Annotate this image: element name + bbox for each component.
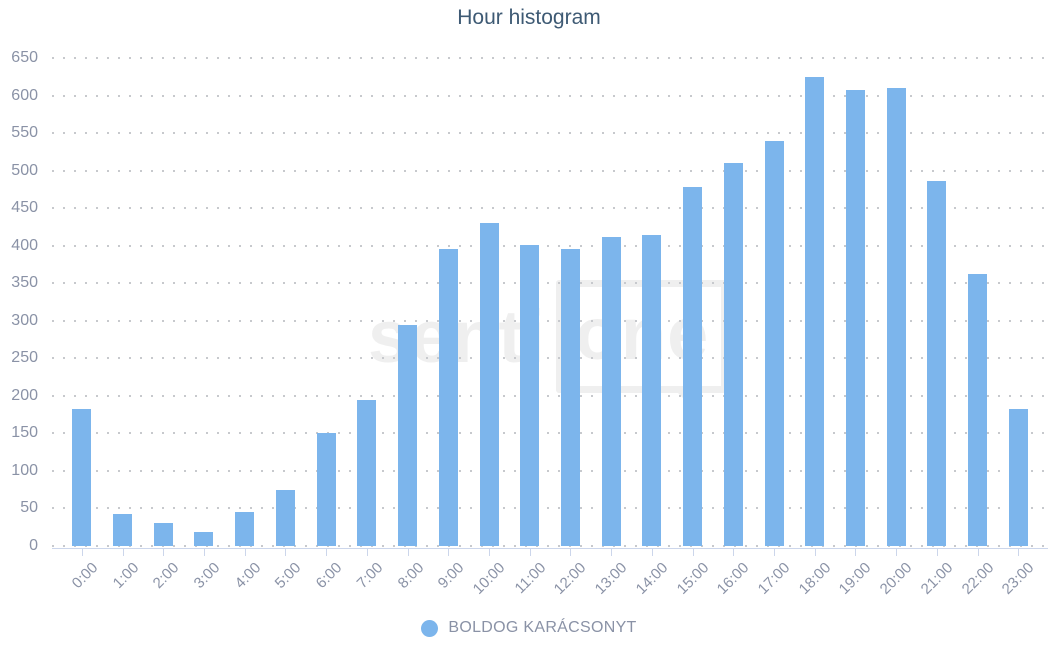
gridline-y-250 — [52, 357, 1048, 360]
x-axis-tick-19:00 — [855, 549, 857, 556]
y-axis-label-300: 300 — [11, 311, 38, 329]
bar-5:00[interactable] — [275, 490, 295, 546]
x-axis-tick-0:00 — [81, 549, 83, 556]
bar-2:00[interactable] — [153, 523, 173, 546]
x-axis-tick-12:00 — [570, 549, 572, 556]
bar-20:00[interactable] — [886, 88, 906, 546]
y-axis-label-650: 650 — [11, 49, 38, 66]
bar-8:00[interactable] — [398, 325, 418, 546]
y-axis-label-400: 400 — [11, 236, 38, 254]
y-axis-label-250: 250 — [11, 349, 38, 367]
x-axis-tick-10:00 — [489, 549, 490, 556]
gridline-y-0 — [52, 545, 1048, 547]
y-axis-label-200: 200 — [11, 386, 38, 404]
x-axis-tick-16:00 — [733, 549, 735, 556]
bar-7:00[interactable] — [357, 399, 377, 546]
x-axis-tick-5:00 — [285, 549, 287, 556]
x-axis-tick-23:00 — [1018, 549, 1020, 556]
bar-12:00[interactable] — [560, 248, 580, 546]
bar-10:00[interactable] — [479, 223, 499, 546]
bar-21:00[interactable] — [927, 181, 947, 546]
x-axis-tick-11:00 — [529, 549, 531, 556]
y-axis-label-600: 600 — [11, 86, 38, 104]
x-axis-tick-22:00 — [977, 549, 979, 556]
x-axis-tick-8:00 — [407, 549, 409, 556]
x-axis-tick-6:00 — [326, 549, 328, 556]
x-axis-tick-1:00 — [122, 549, 124, 556]
x-axis-tick-2:00 — [163, 549, 165, 556]
legend-item[interactable]: BOLDOG KARÁCSONYT — [0, 619, 1058, 637]
bar-4:00[interactable] — [235, 512, 255, 546]
bar-18:00[interactable] — [805, 76, 825, 546]
bar-1:00[interactable] — [113, 514, 133, 546]
bar-15:00[interactable] — [683, 187, 703, 546]
x-axis-tick-7:00 — [366, 549, 368, 556]
bar-11:00[interactable] — [520, 244, 540, 546]
x-axis-tick-21:00 — [936, 549, 938, 556]
x-axis-tick-18:00 — [814, 549, 816, 556]
gridline-y-500 — [52, 169, 1048, 172]
x-axis-tick-20:00 — [896, 549, 898, 556]
gridline-y-450 — [52, 207, 1048, 210]
x-axis-tick-13:00 — [611, 549, 613, 556]
bar-9:00[interactable] — [438, 248, 458, 546]
gridline-y-600 — [52, 94, 1048, 97]
gridline-y-200 — [52, 394, 1048, 397]
bar-22:00[interactable] — [968, 274, 988, 546]
gridline-y-400 — [52, 244, 1048, 247]
x-axis-tick-17:00 — [774, 549, 776, 556]
y-axis-label-150: 150 — [11, 424, 38, 442]
x-axis-tick-4:00 — [244, 549, 246, 556]
y-axis-label-50: 50 — [20, 499, 38, 517]
bar-16:00[interactable] — [723, 163, 743, 546]
x-axis-tick-9:00 — [448, 549, 450, 556]
bar-6:00[interactable] — [316, 433, 336, 546]
gridline-y-50 — [52, 507, 1048, 510]
bar-3:00[interactable] — [194, 531, 214, 546]
y-axis-label-350: 350 — [11, 274, 38, 292]
y-axis-label-550: 550 — [11, 124, 38, 142]
y-axis-label-0: 0 — [29, 537, 38, 554]
chart-title: Hour histogram — [457, 6, 601, 29]
legend-marker-circle-icon — [421, 619, 439, 637]
y-axis-label-450: 450 — [11, 199, 38, 217]
bar-17:00[interactable] — [764, 140, 784, 546]
bar-14:00[interactable] — [642, 235, 662, 546]
bar-13:00[interactable] — [601, 236, 621, 546]
gridline-y-650 — [52, 57, 1048, 59]
bar-23:00[interactable] — [1008, 408, 1028, 546]
bar-0:00[interactable] — [72, 409, 92, 546]
x-axis-tick-15:00 — [692, 549, 694, 556]
x-axis-tick-3:00 — [203, 549, 205, 556]
legend-label: BOLDOG KARÁCSONYT — [448, 619, 637, 636]
x-axis-line — [52, 548, 1048, 549]
y-axis-label-100: 100 — [11, 461, 38, 479]
x-axis-tick-14:00 — [651, 549, 653, 556]
y-axis-label-500: 500 — [11, 161, 38, 179]
gridline-y-100 — [52, 469, 1048, 472]
gridline-y-150 — [52, 432, 1048, 435]
bar-19:00[interactable] — [845, 90, 865, 546]
gridline-y-550 — [52, 132, 1048, 135]
gridline-y-300 — [52, 319, 1048, 322]
gridline-y-350 — [52, 282, 1048, 285]
